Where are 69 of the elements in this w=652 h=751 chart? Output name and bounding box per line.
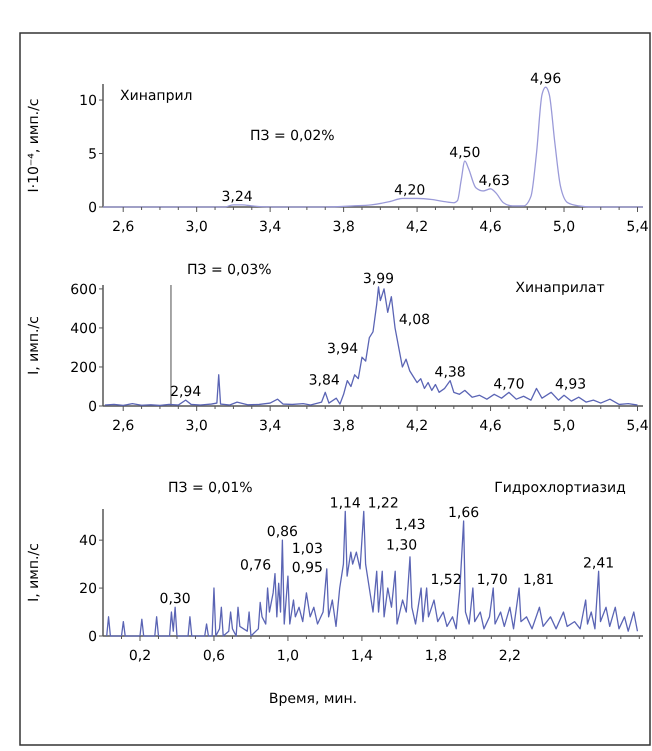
annotation: 3,84 xyxy=(308,372,340,388)
x-tick-label: 1,8 xyxy=(424,648,448,664)
x-tick-label: 4,6 xyxy=(479,418,502,434)
x-tick-label: 3,0 xyxy=(186,418,208,434)
annotation: 1,70 xyxy=(476,572,508,588)
annotation: 4,93 xyxy=(554,376,586,392)
x-tick-label: 3,0 xyxy=(186,219,208,235)
annotation: 3,94 xyxy=(326,341,358,358)
y-tick-label: 400 xyxy=(70,320,97,337)
x-tick-label: 4,2 xyxy=(406,219,428,235)
x-tick-label: 3,8 xyxy=(332,418,355,434)
annotation: 0,95 xyxy=(292,560,323,576)
annotation: 2,41 xyxy=(583,555,614,572)
y-tick-label: 0 xyxy=(88,200,97,216)
y-tick-label: 600 xyxy=(70,282,97,298)
annotation: 0,30 xyxy=(160,591,191,608)
annotation: 4,38 xyxy=(434,364,466,381)
annotation: 1,81 xyxy=(522,572,554,588)
y-axis-title: I·10⁻⁴, имп./с xyxy=(26,98,42,192)
annotation: ПЗ = 0,02% xyxy=(250,128,335,144)
x-tick-label: 3,4 xyxy=(259,219,282,235)
x-tick-label: 0,6 xyxy=(202,648,226,664)
x-tick-label: 3,8 xyxy=(332,219,355,235)
chart-title: Хинаприл xyxy=(120,88,193,104)
annotation: 2,94 xyxy=(170,384,202,400)
y-axis-title: I, имп./с xyxy=(26,316,42,375)
x-tick-label: 2,2 xyxy=(498,648,521,664)
annotation: 1,43 xyxy=(394,516,426,533)
y-tick-label: 0 xyxy=(88,399,97,415)
annotation: 1,14 xyxy=(330,495,361,512)
annotation: 4,63 xyxy=(478,172,510,189)
x-tick-label: 5,4 xyxy=(626,418,649,434)
y-tick-label: 40 xyxy=(79,533,97,550)
annotation: 1,30 xyxy=(386,537,418,554)
annotation: 3,24 xyxy=(221,188,253,205)
x-tick-label: 1,4 xyxy=(350,648,374,664)
y-tick-label: 20 xyxy=(79,581,97,598)
x-tick-label: 2,6 xyxy=(112,219,134,235)
x-tick-label: 4,2 xyxy=(406,418,428,434)
annotation: 3,99 xyxy=(362,270,394,287)
x-axis-title: Время, мин. xyxy=(268,691,358,707)
x-tick-label: 2,6 xyxy=(112,418,134,434)
annotation: 4,20 xyxy=(394,182,426,198)
annotation: 4,96 xyxy=(530,71,562,88)
x-tick-label: 5,0 xyxy=(552,219,576,235)
y-axis-title: I, имп./с xyxy=(26,543,42,602)
annotation: 4,50 xyxy=(449,145,480,162)
annotation: 0,86 xyxy=(266,524,298,540)
chart-title: Гидрохлортиазид xyxy=(494,480,626,496)
x-tick-label: 0,2 xyxy=(128,648,152,664)
x-tick-label: 5,4 xyxy=(626,219,649,235)
x-tick-label: 4,6 xyxy=(479,219,502,235)
text: ПЗ = 0,03% xyxy=(187,262,272,278)
x-tick-label: 1,0 xyxy=(276,648,300,664)
text: ПЗ = 0,01% xyxy=(168,480,253,496)
line-series xyxy=(102,86,644,208)
x-tick-label: 3,4 xyxy=(259,418,282,434)
x-tick-label: 5,0 xyxy=(552,418,576,434)
y-tick-label: 200 xyxy=(70,360,97,376)
y-tick-label: 0 xyxy=(88,629,97,645)
annotation: 1,03 xyxy=(292,540,323,557)
annotation: 1,22 xyxy=(368,495,399,512)
annotation: 4,70 xyxy=(493,376,525,392)
y-tick-label: 10 xyxy=(79,93,97,110)
annotation: 4,08 xyxy=(398,312,430,328)
annotation: 0,76 xyxy=(240,558,272,574)
annotation: 1,66 xyxy=(448,504,480,521)
y-tick-label: 5 xyxy=(88,146,97,163)
chart-title: Хинаприлат xyxy=(515,280,605,296)
